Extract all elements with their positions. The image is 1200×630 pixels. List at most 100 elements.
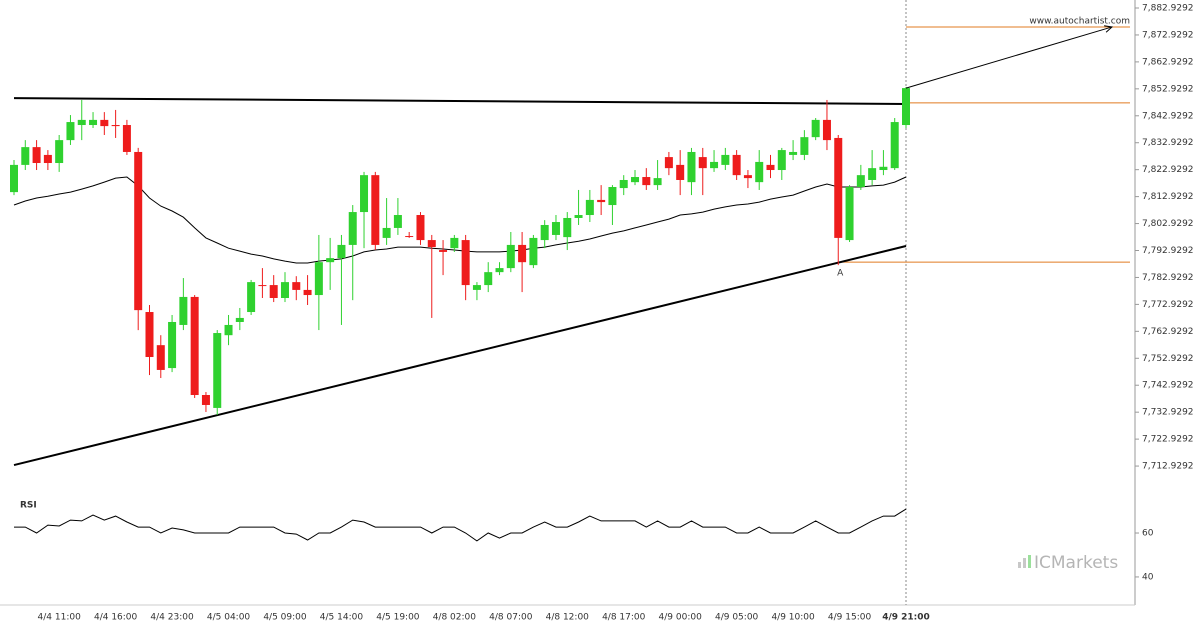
y-tick-label: 7,772.9292 [1142,300,1194,310]
candle-body [529,237,538,266]
candle-body [461,240,470,286]
candle-body [337,244,346,259]
rsi-label: RSI [20,501,37,511]
candle-body [585,199,594,216]
x-tick-label: 4/9 00:00 [659,613,703,623]
moving-average [13,176,907,264]
x-tick-label: 4/5 14:00 [320,613,364,623]
candle-body [834,137,843,238]
y-tick-label: 7,852.9292 [1142,84,1194,94]
y-tick-label: 7,812.9292 [1142,192,1194,202]
candle-body [856,175,865,187]
trend-line [13,97,907,106]
candle-body [269,285,278,299]
candle-body [868,168,877,180]
y-tick-label: 7,712.9292 [1142,462,1194,472]
candle-body [145,312,154,358]
candle-body [371,175,380,245]
candle-body [258,285,267,287]
candle-body [405,236,414,238]
candle-body [156,345,165,370]
candle-body [484,272,493,286]
candle-body [416,215,425,241]
pattern-point-label: A [837,269,844,279]
y-tick-label: 7,872.9292 [1142,30,1194,40]
candle-body [122,125,131,152]
x-tick-label: 4/9 10:00 [771,613,815,623]
candle-body [721,154,730,165]
brand-name: ICMarkets [1034,553,1118,573]
candle-body [732,154,741,176]
candle-body [303,289,312,296]
candle-body [743,175,752,179]
candle-body [280,282,289,299]
y-tick-label: 7,792.9292 [1142,246,1194,256]
x-tick-label: 4/8 17:00 [602,613,646,623]
candle-body [213,333,222,408]
candle-body [348,212,357,245]
brand-logo: ICMarkets [1018,553,1118,573]
y-tick-label: 7,842.9292 [1142,111,1194,121]
candle-body [664,157,673,169]
candle-body [766,164,775,171]
candle-body [574,215,583,218]
candle-body [518,244,527,263]
candle-body [789,151,798,155]
trend-line [13,245,907,467]
x-tick-label: 4/9 21:00 [882,613,930,623]
candle-body [631,177,640,183]
candle-body [427,240,436,248]
logo-bar [1028,555,1031,568]
candle-body [890,122,899,169]
y-tick-label: 7,752.9292 [1142,354,1194,364]
candle-body [597,199,606,203]
y-tick-label: 7,862.9292 [1142,57,1194,67]
candle-body [495,268,504,273]
candle-body [619,179,628,189]
candle-body [314,262,323,296]
source-label: www.autochartist.com [1029,17,1130,27]
y-tick-label: 7,822.9292 [1142,165,1194,175]
y-tick-label: 7,722.9292 [1142,435,1194,445]
x-tick-label: 4/8 02:00 [433,613,477,623]
x-tick-label: 4/4 16:00 [94,613,138,623]
candle-body [292,282,301,290]
candle-body [777,150,786,171]
y-tick-label: 7,742.9292 [1142,381,1194,391]
y-tick-label: 7,732.9292 [1142,408,1194,418]
candle-body [66,122,75,141]
x-tick-label: 4/5 19:00 [376,613,420,623]
x-tick-label: 4/4 11:00 [38,613,82,623]
candle-body [179,296,188,325]
candle-body [755,161,764,183]
candle-body [450,237,459,249]
y-tick-label: 7,802.9292 [1142,219,1194,229]
candle-body [168,321,177,369]
candle-body [10,164,18,193]
logo-bar [1023,558,1026,568]
rsi-line [14,508,907,542]
candle-body [439,250,448,252]
candle-body [100,119,109,127]
candle-body [653,178,662,186]
candle-body [902,88,910,126]
candle-body [89,119,98,126]
candle-body [134,151,143,311]
candle-body [382,227,391,238]
candle-body [551,222,560,235]
candle-body [43,154,52,164]
x-tick-label: 4/9 05:00 [715,613,759,623]
x-tick-label: 4/4 23:00 [150,613,194,623]
candle-body [111,125,120,127]
candle-body [235,317,244,322]
x-tick-label: 4/9 15:00 [828,613,872,623]
candle-body [800,137,809,155]
candle-body [642,177,651,186]
candle-body [811,119,820,138]
candle-body [247,282,256,313]
candle-body [55,140,64,164]
candle-body [540,224,549,241]
y-tick-label: 7,782.9292 [1142,273,1194,283]
y-tick-label: 7,882.9292 [1142,4,1194,14]
